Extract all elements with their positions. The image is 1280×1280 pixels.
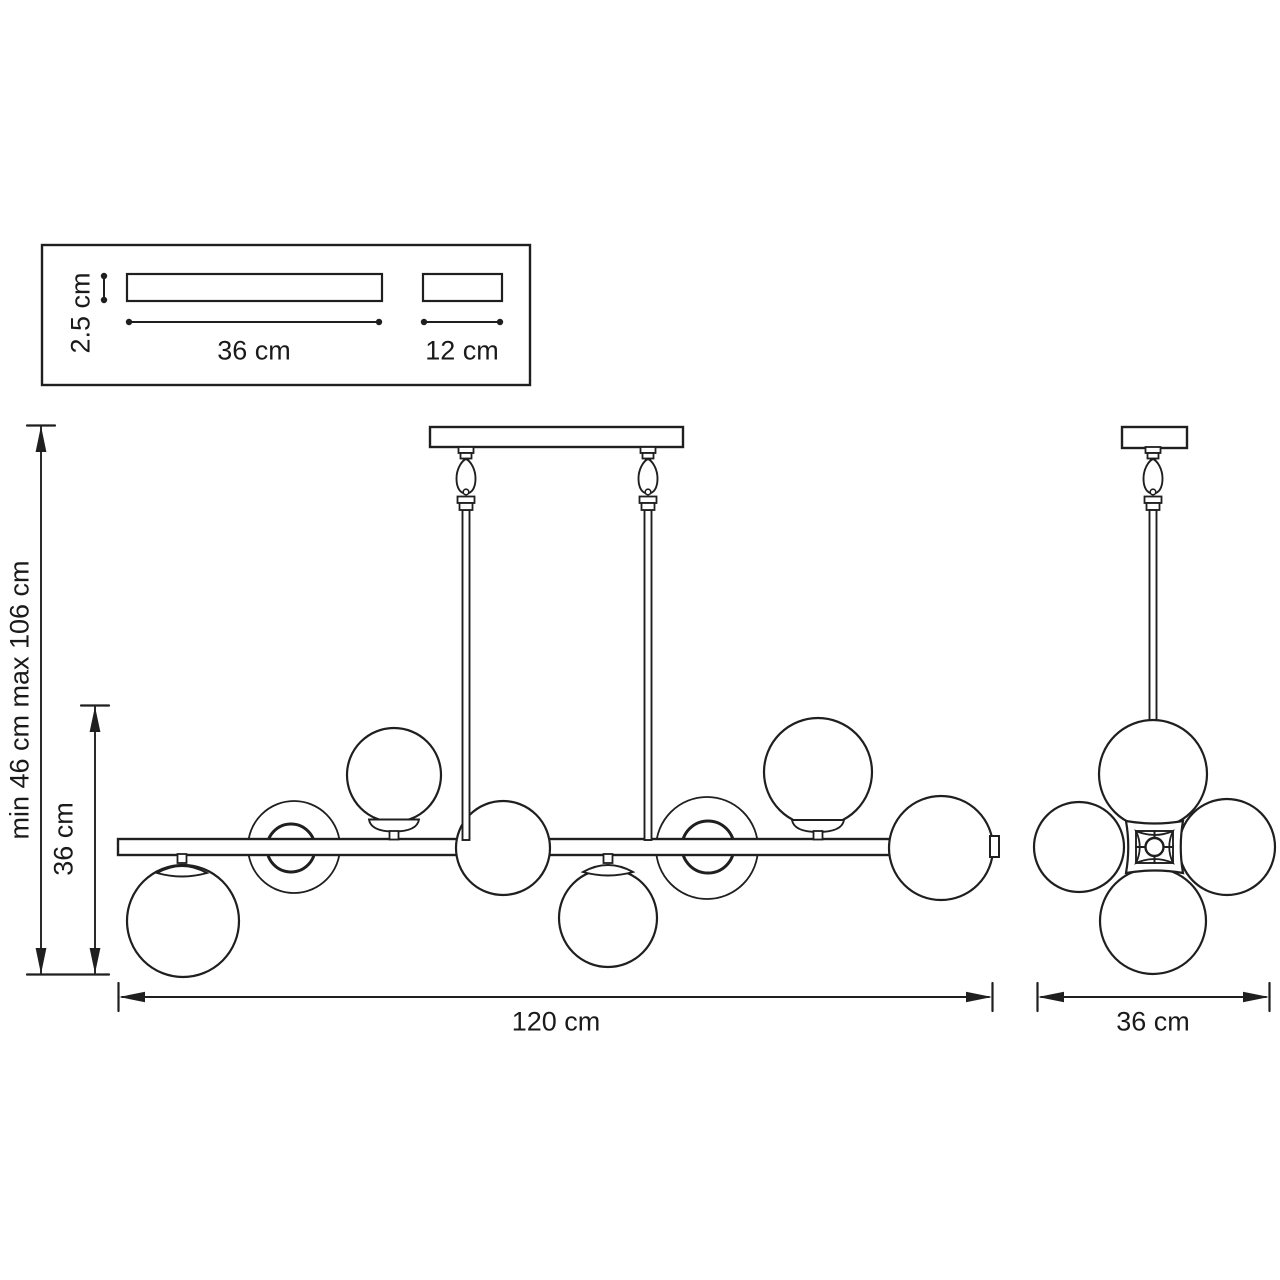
- side-glass-globe-bottom: [1098, 866, 1208, 976]
- side-overall-depth-label: 36 cm: [1116, 1006, 1190, 1037]
- side-glass-globe-right: [1177, 797, 1277, 897]
- bar-end-cap: [989, 835, 1000, 858]
- front-body-height-label: 36 cm: [48, 802, 79, 876]
- suspension-rod-left: [461, 509, 471, 841]
- glass-globe-above-right: [762, 716, 874, 841]
- side-glass-globe-top: [1097, 718, 1209, 830]
- center-hub: [1124, 819, 1185, 875]
- suspension-rod-right: [643, 509, 653, 841]
- suspension-range-label: min 46 cm max 106 cm: [4, 560, 35, 840]
- glass-globe-on-bar-right: [887, 794, 995, 902]
- canopy-long-plate-label: 36 cm: [217, 335, 291, 366]
- side-width-dimension: [1036, 981, 1271, 1013]
- suspension-hanger-right: [637, 445, 659, 512]
- fixture-bar: [116, 837, 994, 857]
- side-suspension-hanger: [1142, 445, 1164, 512]
- plate-height-dimension: [100, 272, 108, 304]
- canopy-height-label: 2.5 cm: [65, 272, 96, 354]
- canopy-detail-box: [40, 243, 532, 387]
- plate-long-dimension: [125, 318, 383, 326]
- glass-globe-on-bar-center: [454, 799, 552, 897]
- side-ceiling-canopy: [1120, 425, 1189, 450]
- suspension-range-dimension: [25, 424, 111, 976]
- overall-width-dimension: [117, 981, 994, 1013]
- canopy-short-plate-label: 12 cm: [425, 335, 499, 366]
- front-view: [25, 424, 1000, 1013]
- front-overall-width-label: 120 cm: [511, 1006, 601, 1037]
- detail-box-border: [40, 243, 532, 387]
- suspension-hanger-left: [455, 445, 477, 512]
- mounting-plate-short: [421, 272, 504, 303]
- side-glass-globe-left: [1032, 800, 1126, 894]
- glass-globe-below-left: [125, 853, 241, 979]
- side-suspension-rod: [1148, 509, 1158, 721]
- ceiling-canopy: [428, 425, 685, 449]
- glass-globe-above-left: [345, 726, 443, 841]
- glass-globe-below-center: [557, 853, 659, 969]
- body-height-dimension: [79, 704, 111, 974]
- plate-short-dimension: [420, 318, 504, 326]
- mounting-plate-long: [125, 272, 384, 303]
- side-view: [1032, 425, 1277, 1013]
